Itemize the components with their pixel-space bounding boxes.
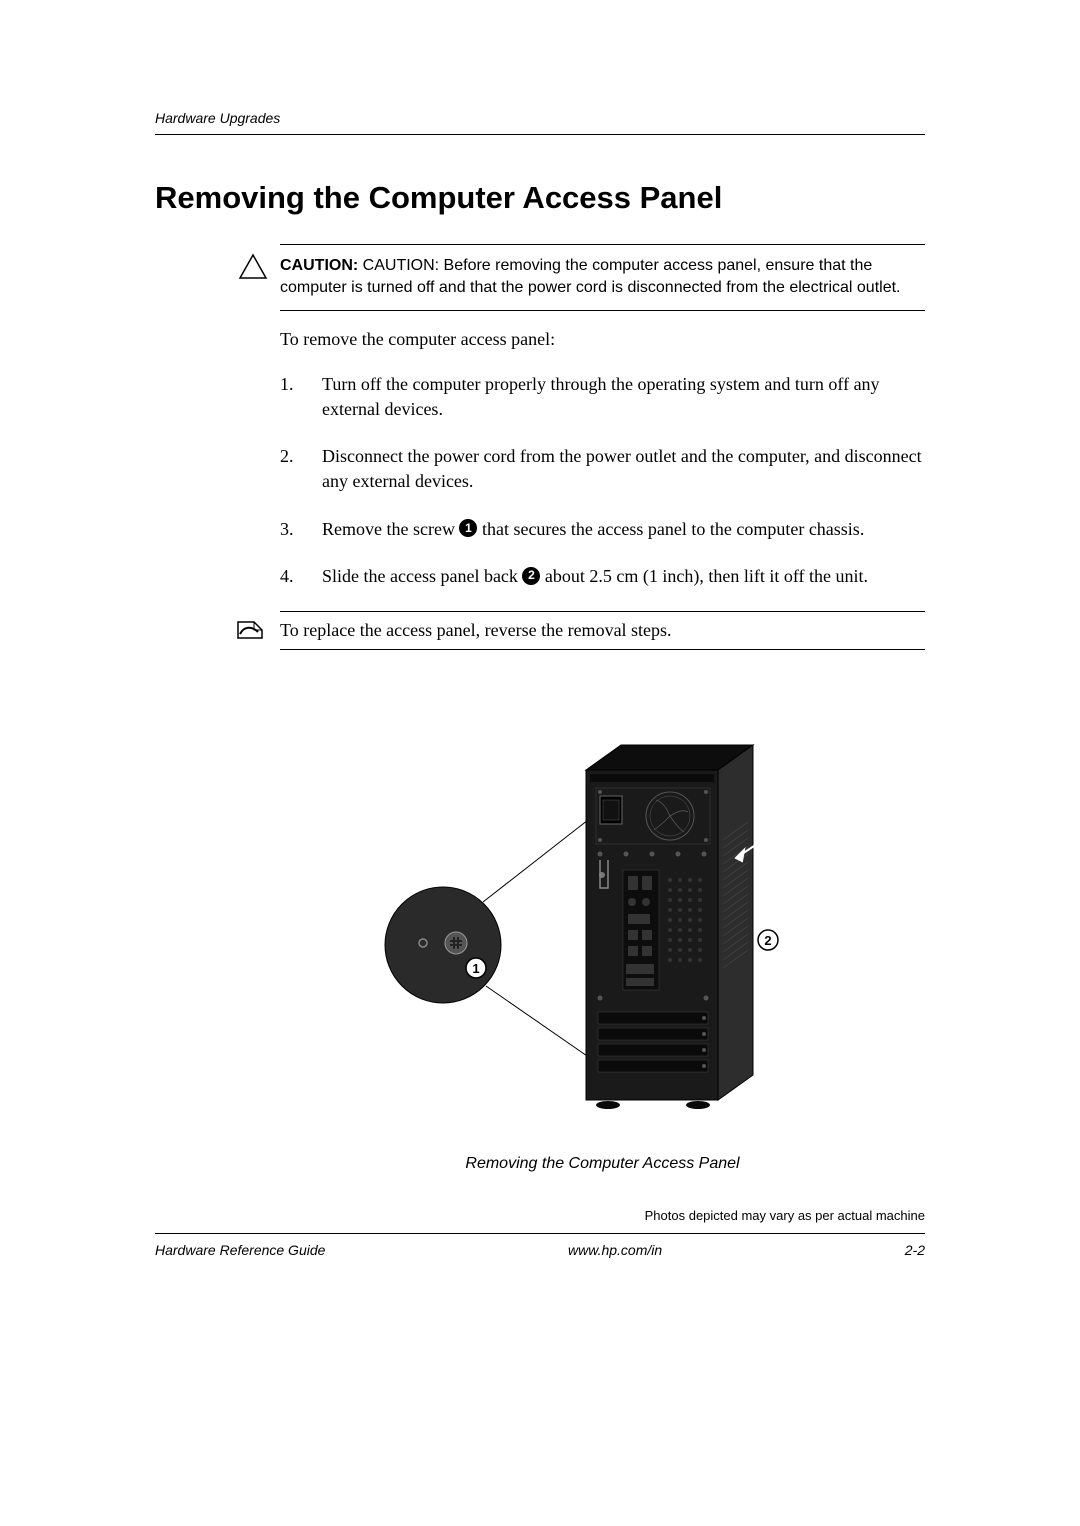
intro-text: To remove the computer access panel:	[280, 329, 925, 350]
step-item: Turn off the computer properly through t…	[280, 372, 925, 422]
note-text: To replace the access panel, reverse the…	[280, 620, 672, 640]
caution-text: CAUTION: CAUTION: Before removing the co…	[280, 255, 925, 300]
footer-center: www.hp.com/in	[568, 1242, 662, 1258]
caution-label: CAUTION:	[280, 257, 358, 274]
svg-text:1: 1	[472, 961, 479, 976]
header-rule	[155, 134, 925, 135]
figure-caption: Removing the Computer Access Panel	[280, 1155, 925, 1173]
note-icon	[234, 616, 268, 647]
callout-badge: 2	[522, 567, 540, 585]
step-text-after: that secures the access panel to the com…	[477, 519, 864, 539]
step-item: Disconnect the power cord from the power…	[280, 444, 925, 494]
step-item: Remove the screw 1 that secures the acce…	[280, 517, 925, 542]
step-text: Turn off the computer properly through t…	[322, 374, 880, 419]
computer-illustration: 1	[368, 730, 838, 1130]
header-section: Hardware Upgrades	[155, 110, 925, 126]
footer-right: 2-2	[905, 1242, 925, 1258]
svg-text:2: 2	[764, 933, 771, 948]
step-text: Disconnect the power cord from the power…	[322, 446, 922, 491]
footer: Hardware Reference Guide www.hp.com/in 2…	[155, 1242, 925, 1258]
figure-note: Photos depicted may vary as per actual m…	[280, 1208, 925, 1223]
step-text-before: Remove the screw	[322, 519, 459, 539]
main-heading: Removing the Computer Access Panel	[155, 180, 925, 216]
step-text-before: Slide the access panel back	[322, 566, 522, 586]
step-item: Slide the access panel back 2 about 2.5 …	[280, 564, 925, 589]
note-box: To replace the access panel, reverse the…	[280, 611, 925, 650]
callout-badge: 1	[459, 519, 477, 537]
footer-left: Hardware Reference Guide	[155, 1242, 325, 1258]
footer-rule	[155, 1233, 925, 1234]
caution-box: CAUTION: CAUTION: Before removing the co…	[280, 244, 925, 311]
figure: 1	[280, 730, 925, 1173]
caution-body: CAUTION: Before removing the computer ac…	[280, 257, 900, 296]
steps-list: Turn off the computer properly through t…	[280, 372, 925, 589]
step-text-after: about 2.5 cm (1 inch), then lift it off …	[540, 566, 868, 586]
caution-icon	[238, 253, 268, 286]
